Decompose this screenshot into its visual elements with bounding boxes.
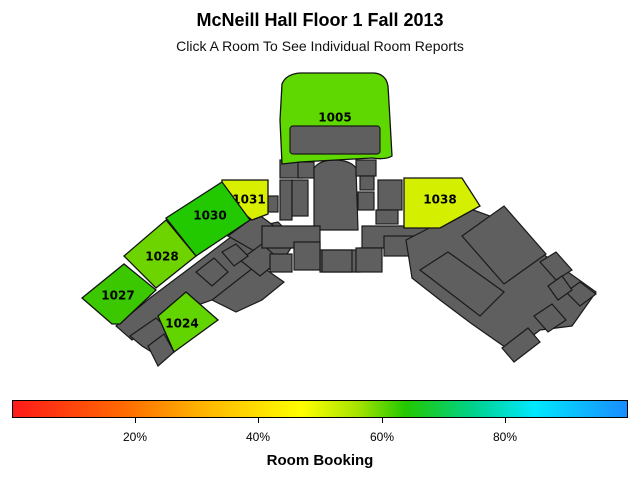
colorbar-tick-label: 80%	[492, 430, 518, 444]
map-subtitle: Click A Room To See Individual Room Repo…	[176, 38, 464, 54]
room-1005[interactable]: 1005	[279, 72, 393, 165]
map-title: McNeill Hall Floor 1 Fall 2013	[196, 10, 444, 30]
floor-plan-map: 1005 1031 1030 1028 1027 1024 1038	[80, 72, 597, 367]
colorbar-tick	[382, 418, 383, 423]
left-wing-unmapped	[115, 213, 297, 367]
colorbar-tick	[258, 418, 259, 423]
booking-colorbar	[12, 400, 628, 418]
colorbar-tick	[135, 418, 136, 423]
right-wing-unmapped	[405, 205, 597, 363]
colorbar-tick-label: 20%	[122, 430, 148, 444]
colorbar-title: Room Booking	[266, 452, 374, 469]
colorbar-tick-label: 40%	[245, 430, 271, 444]
colorbar-tick-label: 60%	[369, 430, 395, 444]
colorbar-tick	[505, 418, 506, 423]
